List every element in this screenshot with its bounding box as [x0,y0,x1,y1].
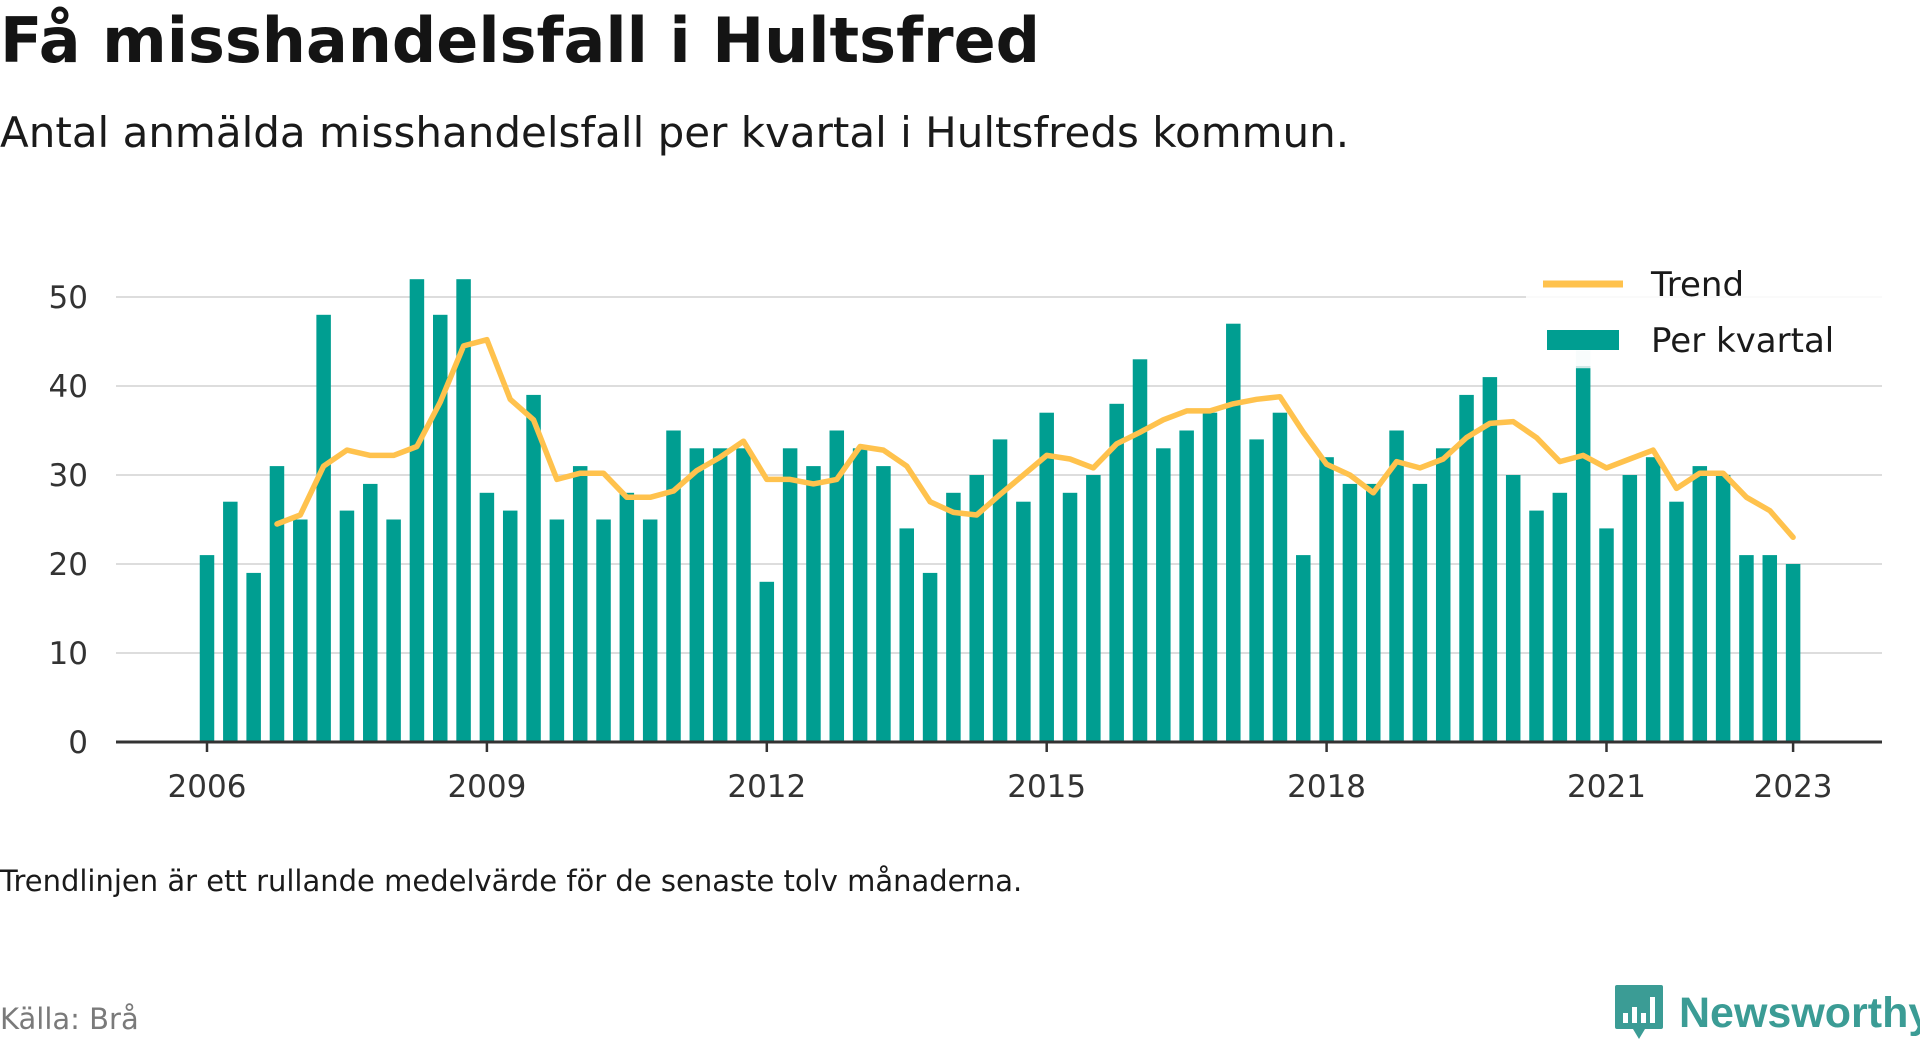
bar [829,430,845,742]
bar [1622,475,1638,742]
bar [1459,394,1474,742]
bar [1575,368,1591,742]
bar [1412,483,1428,742]
bar [199,555,215,742]
bar [1762,555,1778,742]
bar-chart: 0 10 20 30 40 50 2006 2009 2012 2015 2018 2021 2023… [48,258,1882,805]
bar [456,279,471,742]
bar [922,572,938,742]
legend-label-per-kvartal: Per kvartal [1651,321,1834,361]
x-tick-label: 2023 [1754,769,1833,805]
y-tick-label: 40 [49,369,88,405]
bar [549,519,565,742]
newsworthy-logo: Newsworthy [1613,983,1920,1043]
y-tick-label: 50 [49,280,88,316]
y-axis-ticks: 0 10 20 30 40 50 [49,280,88,761]
bar [1739,555,1754,742]
bar [1296,555,1311,742]
bar [572,466,588,742]
bar [712,448,728,742]
bar [876,466,891,742]
bar [642,519,658,742]
bar [526,394,541,742]
bar [1249,439,1264,742]
legend-swatch-per-kvartal [1547,330,1619,350]
bar [1552,492,1568,742]
y-tick-label: 10 [49,636,88,672]
trend-note: Trendlinjen är ett rullande medelvärde f… [0,864,1023,898]
bar [1272,412,1288,742]
bar [1435,448,1451,742]
bar [293,519,308,742]
bar [223,501,238,742]
bar [1599,528,1614,742]
bar [363,483,378,742]
bar [852,448,868,742]
bar [502,510,518,742]
brand-name: Newsworthy [1679,988,1920,1037]
bar [1505,475,1521,742]
bar [479,492,495,742]
x-axis-ticks: 2006 2009 2012 2015 2018 2021 2023 [168,742,1833,805]
bar [386,519,401,742]
chart-subtitle: Antal anmälda misshandelsfall per kvarta… [0,108,1350,157]
chart-title: Få misshandelsfall i Hultsfred [0,4,1041,77]
x-tick-label: 2015 [1007,769,1086,805]
legend: Trend Per kvartal [1526,258,1882,366]
bar [1226,323,1241,742]
x-tick-label: 2006 [168,769,247,805]
newsworthy-logo-icon [1615,985,1663,1039]
bar [992,439,1008,742]
bar [1016,501,1031,742]
bar [689,448,705,742]
bar [596,519,611,742]
bar [409,279,425,742]
bar [899,528,914,742]
bar [1109,403,1124,742]
trend-line [274,336,1796,541]
bar [969,475,984,742]
bar [946,492,961,742]
x-tick-label: 2009 [447,769,526,805]
bar [1062,492,1078,742]
bar [1529,510,1544,742]
bar [736,448,751,742]
source-label: Källa: Brå [0,1002,139,1036]
bar [1342,483,1358,742]
y-tick-label: 20 [49,547,88,583]
bar [339,510,355,742]
bar [1389,430,1404,742]
legend-label-trend: Trend [1650,265,1744,305]
bar [1039,412,1054,742]
bar [246,572,261,742]
bar [806,466,821,742]
bar [1086,475,1101,742]
bar [1366,483,1381,742]
bar [433,314,448,742]
trend-series [274,336,1796,541]
y-tick-label: 0 [68,725,88,761]
bar [666,430,681,742]
y-tick-label: 30 [49,458,88,494]
bar [782,448,798,742]
bar-series [199,279,1801,742]
bar [1179,430,1194,742]
bar [1692,466,1708,742]
x-tick-label: 2021 [1567,769,1646,805]
bar [1645,457,1661,742]
bar [1715,475,1731,742]
x-tick-label: 2018 [1287,769,1366,805]
bar [1156,448,1171,742]
bar [619,492,635,742]
bar [759,581,775,742]
bar [269,466,285,742]
x-tick-label: 2012 [727,769,806,805]
bar [316,314,331,742]
bar [1202,412,1218,742]
bar [1482,377,1498,742]
bar [1319,457,1334,742]
bar [1132,359,1148,742]
bar [1669,501,1684,742]
bar [1785,564,1801,742]
